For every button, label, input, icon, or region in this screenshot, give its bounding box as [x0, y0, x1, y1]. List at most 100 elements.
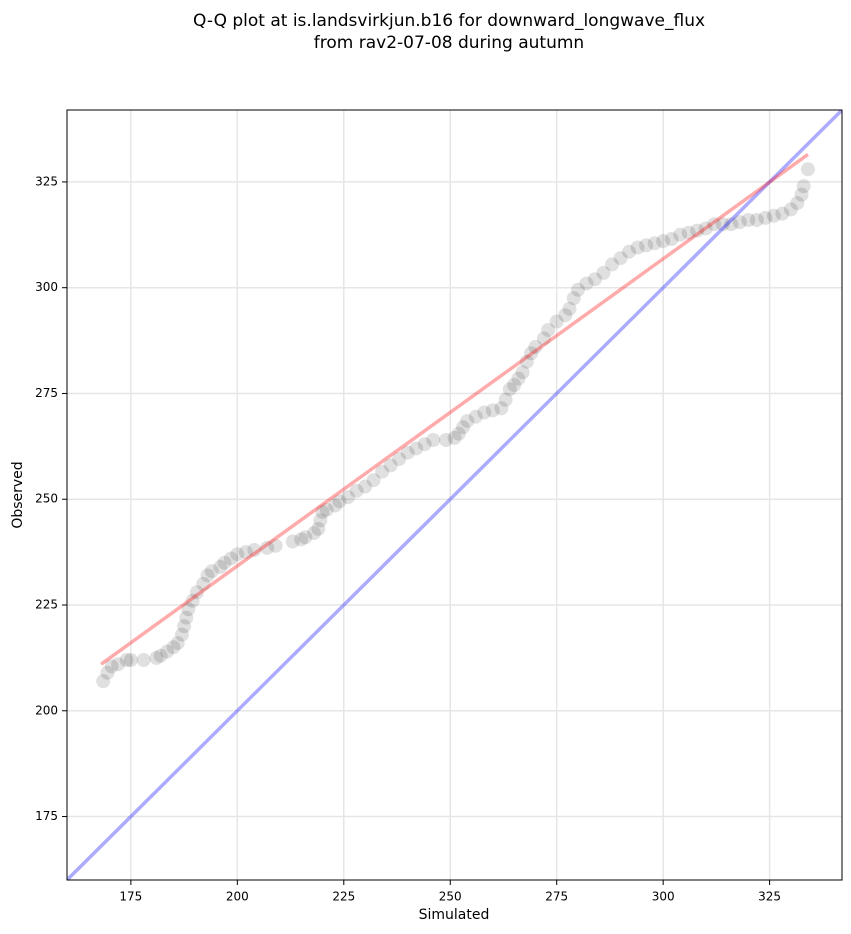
- chart-title: Q-Q plot at is.landsvirkjun.b16 for down…: [193, 11, 705, 31]
- x-tick-label: 175: [119, 890, 142, 904]
- point: [332, 494, 347, 509]
- point: [319, 502, 334, 517]
- chart-title: from rav2-07-08 during autumn: [314, 33, 584, 53]
- point: [794, 187, 809, 202]
- point: [758, 210, 773, 225]
- y-tick-label: 275: [35, 386, 58, 400]
- point: [177, 619, 192, 634]
- point: [570, 282, 585, 297]
- point: [166, 640, 181, 655]
- point: [100, 665, 115, 680]
- point: [313, 513, 328, 528]
- point: [541, 323, 556, 337]
- point: [260, 540, 275, 555]
- point: [707, 217, 722, 232]
- point: [247, 543, 262, 557]
- point: [690, 223, 705, 238]
- point: [409, 441, 424, 456]
- x-tick-label: 325: [758, 890, 781, 904]
- point: [311, 521, 326, 536]
- point: [456, 420, 471, 435]
- point: [104, 659, 119, 674]
- point: [519, 354, 534, 369]
- point: [622, 244, 637, 259]
- point: [238, 545, 253, 560]
- point: [204, 564, 219, 579]
- point: [153, 648, 168, 663]
- point: [766, 208, 781, 223]
- point: [502, 382, 517, 397]
- point: [558, 308, 573, 323]
- point: [160, 644, 175, 659]
- point: [306, 526, 321, 541]
- reference-line: [100, 153, 809, 666]
- point: [181, 602, 196, 617]
- point: [213, 559, 228, 574]
- point: [268, 538, 283, 553]
- point: [579, 276, 594, 291]
- point: [170, 636, 185, 651]
- point: [111, 657, 126, 672]
- point: [698, 221, 713, 236]
- point: [664, 232, 679, 247]
- point: [392, 452, 407, 467]
- point: [451, 426, 466, 441]
- x-tick-label: 225: [332, 890, 355, 904]
- point: [349, 483, 364, 498]
- point: [149, 650, 164, 665]
- point: [200, 568, 215, 583]
- point: [375, 464, 390, 479]
- point: [673, 227, 688, 242]
- y-tick-label: 300: [35, 280, 58, 294]
- point: [528, 339, 543, 354]
- point: [715, 217, 730, 232]
- point: [417, 437, 432, 452]
- point: [341, 490, 356, 505]
- point: [366, 473, 381, 488]
- point: [185, 593, 200, 608]
- y-tick-label: 200: [35, 703, 58, 717]
- point: [647, 236, 662, 251]
- point: [494, 401, 509, 416]
- plot-frame: [66, 109, 843, 881]
- y-tick-label: 225: [35, 598, 58, 612]
- point: [358, 479, 373, 494]
- point: [230, 547, 245, 562]
- point: [549, 314, 564, 329]
- point: [426, 433, 441, 447]
- point: [507, 378, 522, 392]
- point: [438, 433, 453, 447]
- point: [485, 403, 500, 418]
- point: [800, 162, 815, 177]
- point: [460, 413, 475, 428]
- point: [796, 179, 811, 194]
- point: [328, 498, 343, 513]
- point: [511, 371, 526, 386]
- point: [119, 653, 134, 667]
- point: [536, 331, 551, 346]
- point: [179, 610, 194, 625]
- point: [294, 532, 309, 547]
- point: [223, 551, 238, 566]
- point: [477, 405, 492, 420]
- point: [189, 585, 204, 600]
- point: [656, 234, 671, 249]
- x-axis-label: Simulated: [419, 907, 490, 923]
- point: [588, 272, 603, 287]
- point: [630, 240, 645, 255]
- point: [298, 530, 313, 545]
- point: [196, 576, 211, 591]
- point: [613, 251, 628, 266]
- y-axis-label: Observed: [10, 461, 26, 528]
- x-tick-label: 200: [226, 890, 249, 904]
- point: [639, 238, 654, 253]
- point: [741, 213, 756, 227]
- point: [136, 653, 151, 667]
- x-tick-label: 300: [652, 890, 675, 904]
- point: [123, 653, 138, 667]
- y-tick-label: 250: [35, 492, 58, 506]
- point: [596, 265, 611, 280]
- point: [315, 504, 330, 519]
- plot-area: [67, 110, 842, 880]
